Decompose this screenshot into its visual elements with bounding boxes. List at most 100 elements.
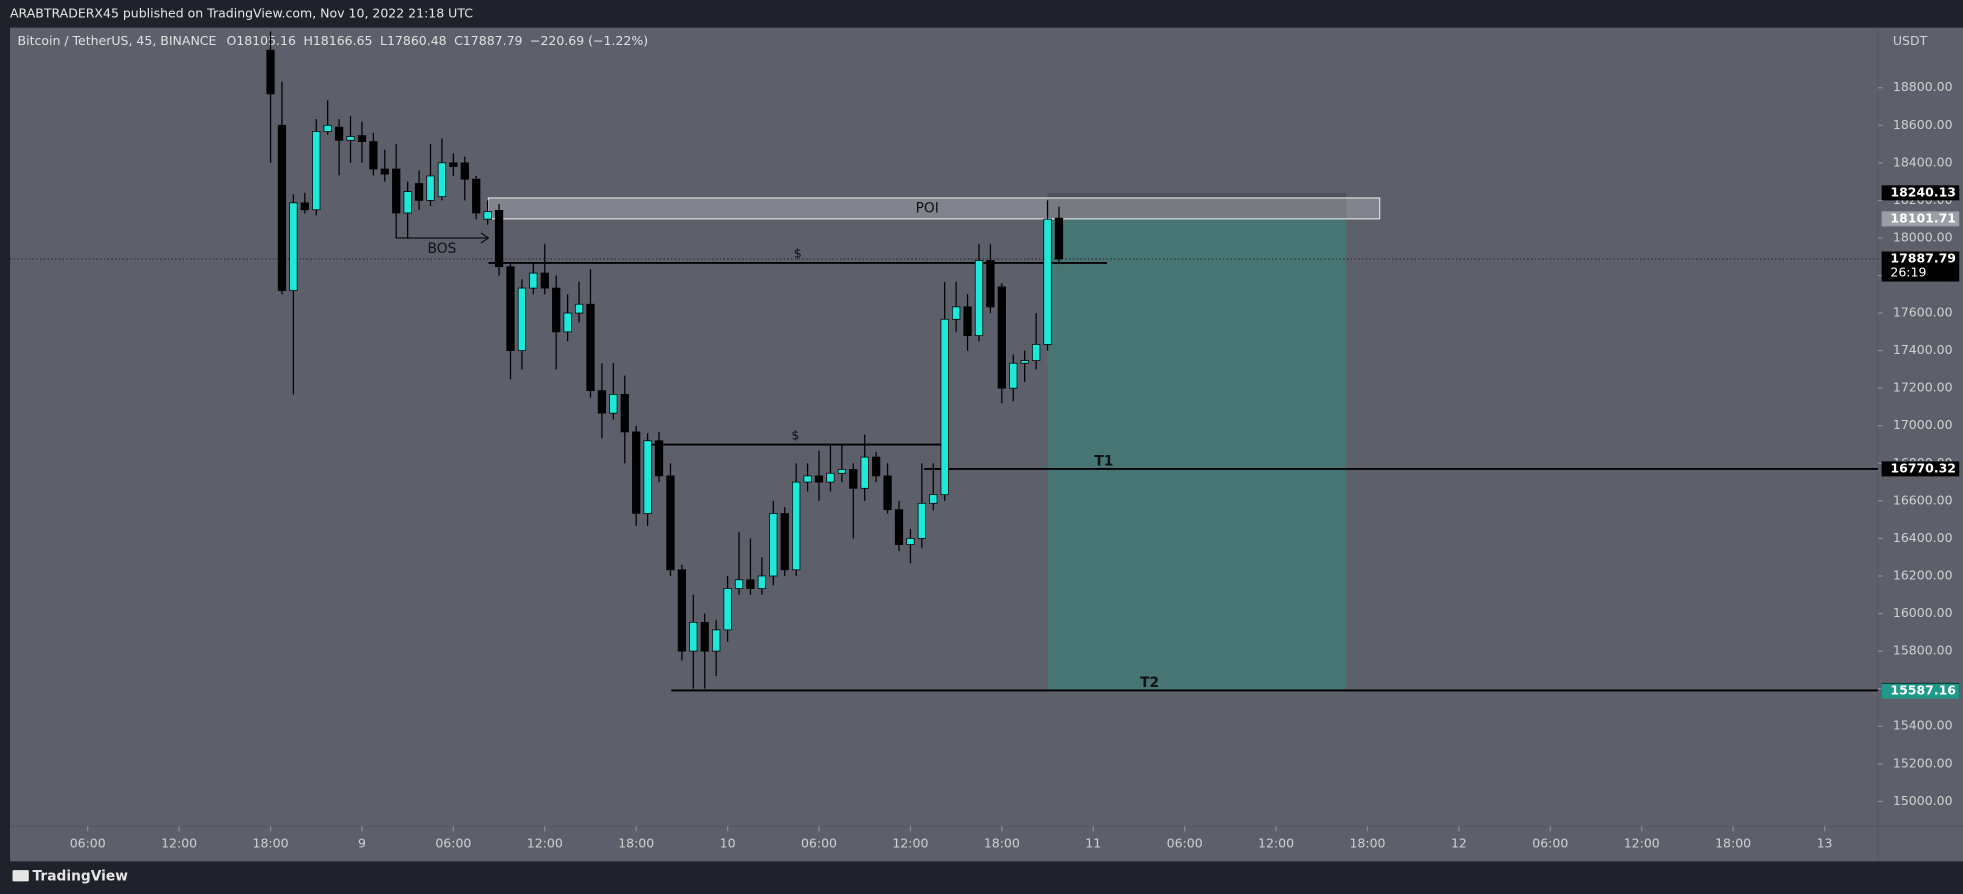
- legend-item: H18166.65: [303, 33, 372, 48]
- price-label: 17887.79: [1890, 251, 1956, 266]
- candle-body: [574, 303, 584, 314]
- y-tick-label: 18000.00: [1893, 229, 1953, 244]
- candle-body: [483, 211, 492, 220]
- candle-body: [883, 475, 892, 511]
- candle-body: [814, 475, 824, 483]
- x-tick-label: 06:00: [1167, 835, 1203, 850]
- candle-body: [437, 162, 447, 198]
- candle-body: [1054, 217, 1064, 260]
- y-tick-label: 16600.00: [1893, 492, 1953, 507]
- poi-box: [487, 197, 1381, 220]
- candle-body: [940, 318, 949, 496]
- x-tick-label: 12:00: [1258, 835, 1294, 850]
- candle-body: [552, 287, 561, 333]
- candle-body: [472, 178, 481, 214]
- candle-body: [780, 513, 789, 571]
- countdown: 26:19: [1890, 264, 1926, 279]
- candle-body: [392, 168, 401, 214]
- y-tick-label: 18600.00: [1893, 117, 1953, 132]
- x-tick-label: 06:00: [801, 835, 837, 850]
- y-tick-label: 17200.00: [1893, 380, 1953, 395]
- x-tick-label: 12:00: [1624, 835, 1660, 850]
- x-tick-label: 11: [1085, 835, 1101, 850]
- header: ARABTRADERX45 published on TradingView.c…: [10, 5, 473, 20]
- candle-body: [414, 183, 424, 201]
- x-tick-label: 10: [720, 835, 736, 850]
- candle-body: [757, 575, 767, 589]
- y-tick-label: 18400.00: [1893, 154, 1953, 169]
- candle-body: [517, 287, 527, 352]
- candle-body: [1043, 218, 1052, 345]
- x-tick-label: 18:00: [253, 835, 289, 850]
- poi-label: POI: [916, 200, 939, 216]
- price-label-bg: [1881, 461, 1960, 477]
- y-tick-label: 17000.00: [1893, 417, 1953, 432]
- candle-body: [906, 538, 915, 546]
- candle-body: [403, 191, 412, 214]
- risk-zone: [1047, 192, 1347, 219]
- y-tick-label: 15400.00: [1893, 718, 1953, 733]
- chart-area: [10, 27, 1963, 862]
- y-tick-label: 15000.00: [1893, 793, 1953, 808]
- candle-body: [1031, 344, 1041, 361]
- candle-body: [597, 390, 607, 414]
- candle-body: [380, 168, 389, 175]
- price-label: 15587.16: [1890, 683, 1956, 698]
- candle-body: [769, 513, 778, 577]
- candle-body: [540, 272, 549, 289]
- x-tick-label: 18:00: [984, 835, 1020, 850]
- candle-body: [700, 622, 709, 652]
- candle-body: [666, 475, 675, 571]
- x-tick-label: 12:00: [527, 835, 563, 850]
- price-label: 16770.32: [1890, 460, 1956, 475]
- candle-body: [997, 286, 1006, 389]
- liquidity-label: $: [794, 246, 802, 261]
- x-tick-label: 13: [1817, 835, 1833, 850]
- legend-title: Bitcoin / TetherUS, 45, BINANCE: [18, 33, 217, 48]
- candle-body: [951, 306, 961, 320]
- candle-body: [963, 306, 972, 336]
- x-tick-label: 12: [1451, 835, 1467, 850]
- y-tick-label: 15800.00: [1893, 643, 1953, 658]
- x-tick-label: 18:00: [1349, 835, 1385, 850]
- candle-body: [357, 135, 367, 142]
- candle-body: [586, 303, 595, 392]
- candle-body: [734, 579, 744, 589]
- candle-body: [894, 509, 904, 546]
- liquidity-label: $: [791, 427, 799, 442]
- price-label-bg: [1881, 211, 1960, 227]
- reward-zone: [1047, 218, 1347, 692]
- candle-body: [266, 49, 275, 95]
- candle-body: [792, 481, 801, 571]
- candle-body: [323, 124, 332, 132]
- candle-body: [346, 136, 355, 141]
- candle-body: [632, 431, 641, 514]
- candle-body: [529, 272, 538, 289]
- brand: TradingView: [33, 868, 129, 884]
- target-label: T1: [1094, 453, 1113, 469]
- x-tick-label: 06:00: [1532, 835, 1568, 850]
- candle-body: [312, 131, 321, 211]
- candle-body: [723, 588, 732, 631]
- candle-body: [300, 202, 309, 211]
- brand-logo: [12, 870, 29, 882]
- x-tick-label: 12:00: [161, 835, 197, 850]
- candle-body: [974, 260, 984, 336]
- candle-body: [837, 469, 846, 474]
- candle-body: [803, 475, 812, 483]
- y-tick-label: 17600.00: [1893, 305, 1953, 320]
- y-tick-label: 16000.00: [1893, 605, 1953, 620]
- y-tick-label: 15200.00: [1893, 755, 1953, 770]
- x-tick-label: 12:00: [892, 835, 928, 850]
- legend-item: O18105.16: [226, 33, 296, 48]
- y-tick-label: 18800.00: [1893, 79, 1953, 94]
- candle-body: [689, 622, 698, 652]
- candle-body: [460, 162, 469, 180]
- candle-body: [506, 266, 515, 352]
- candle-body: [860, 456, 869, 489]
- currency: USDT: [1893, 33, 1928, 48]
- candle-body: [643, 440, 652, 514]
- candle-body: [1009, 362, 1018, 389]
- candle-body: [369, 141, 378, 170]
